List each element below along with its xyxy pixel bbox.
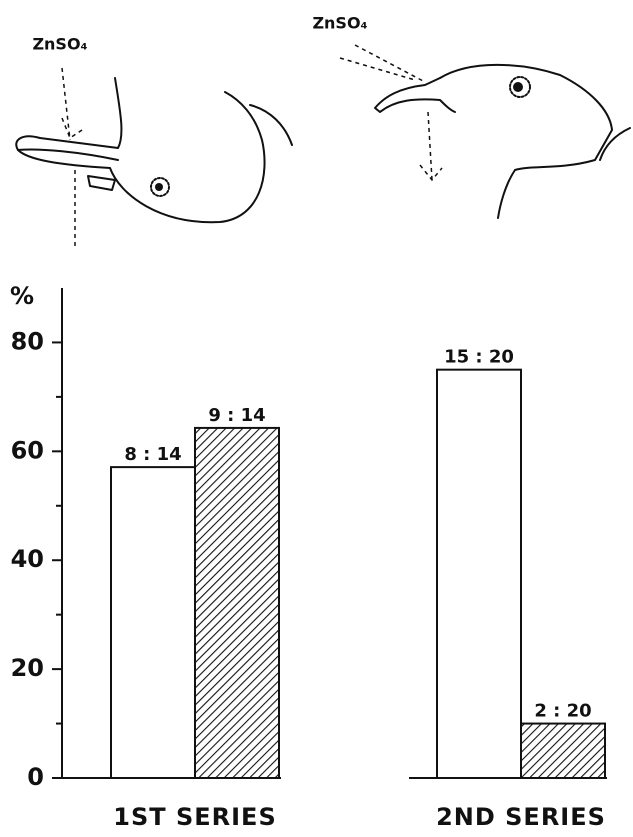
y-tick-label: 0 (27, 763, 44, 791)
value-label: 2 : 20 (534, 701, 591, 722)
illustration: ZnSO₄ ZnSO₄ (16, 14, 630, 251)
annotation: ZnSO₄ (312, 14, 367, 33)
bar (195, 428, 279, 778)
chart: ZnSO₄ ZnSO₄ % 0 20 40 60 80 8 : 14 9 : 14 1ST S… (0, 0, 633, 837)
value-label: 8 : 14 (124, 444, 181, 465)
y-tick-label: 60 (11, 436, 44, 464)
value-label: 15 : 20 (444, 347, 514, 368)
bar (521, 724, 605, 778)
x-tick-label: 2ND SERIES (436, 803, 606, 831)
y-tick-label: 40 (11, 545, 44, 573)
annotation: ZnSO₄ (32, 35, 87, 54)
bar (437, 370, 521, 778)
bar (111, 467, 195, 778)
value-label: 9 : 14 (208, 405, 265, 426)
y-tick-label: 80 (11, 327, 44, 355)
x-tick-label: 1ST SERIES (113, 803, 276, 831)
y-tick-label: 20 (11, 654, 44, 682)
y-axis-label: % (10, 282, 34, 310)
